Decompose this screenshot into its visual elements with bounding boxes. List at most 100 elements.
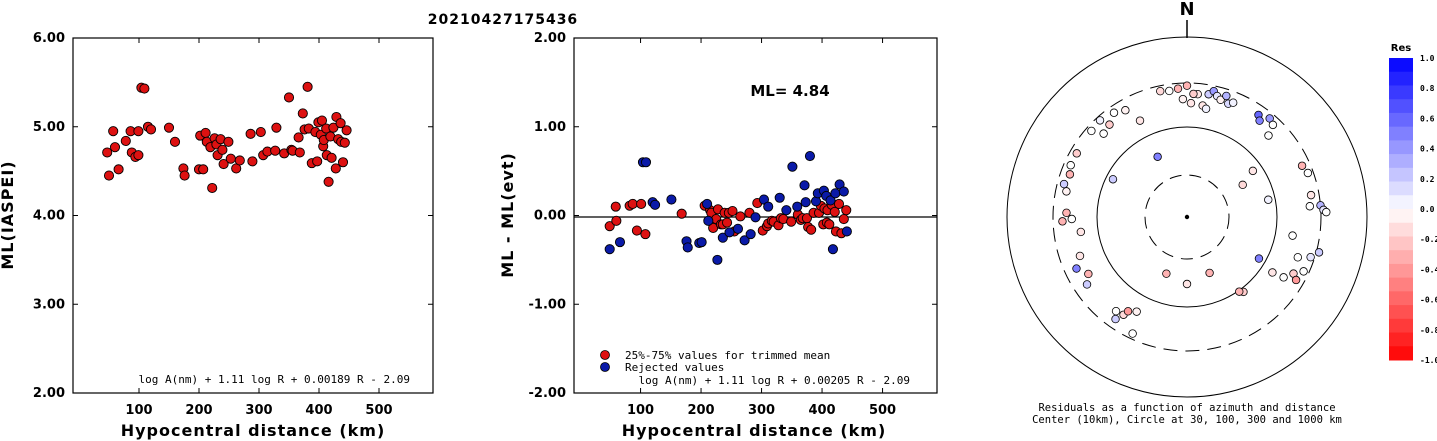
station-point xyxy=(1099,129,1108,138)
data-point xyxy=(604,221,615,232)
colorbar-swatch xyxy=(1389,181,1413,196)
station-point xyxy=(1305,202,1315,211)
x-tick-label: 300 xyxy=(245,403,272,418)
y-tick-label: 4.00 xyxy=(33,209,65,224)
data-point xyxy=(339,137,350,148)
y-tick-label: 0.00 xyxy=(534,209,566,224)
colorbar: Res 1.0 0.8 0.6 0.4 0.2 0.0 -0.2 -0.4 -0.6 -0.8 -1… xyxy=(1389,43,1437,365)
station-point xyxy=(1128,329,1137,338)
data-point xyxy=(113,164,124,175)
x-tick-label: 500 xyxy=(869,403,896,418)
x-tick-label: 400 xyxy=(305,403,332,418)
colorbar-tick-label: -0.4 xyxy=(1420,265,1437,274)
data-point xyxy=(335,118,346,129)
data-point xyxy=(293,132,304,143)
legend-marker-rejected xyxy=(600,362,610,372)
colorbar-tick-label: -0.6 xyxy=(1420,296,1437,305)
data-point xyxy=(825,195,836,206)
station-point xyxy=(1162,269,1171,278)
station-point xyxy=(1205,268,1214,278)
x-tick-label: 100 xyxy=(125,403,152,418)
data-point xyxy=(841,205,852,216)
data-point xyxy=(631,225,642,236)
y-tick-label: 1.00 xyxy=(534,120,566,135)
colorbar-swatch xyxy=(1389,277,1413,292)
ml-annotation: ML= 4.84 xyxy=(750,82,829,100)
data-point xyxy=(604,244,615,255)
station-point xyxy=(1297,161,1307,170)
data-point xyxy=(745,229,756,240)
station-point xyxy=(1288,231,1297,240)
x-axis-label: Hypocentral distance (km) xyxy=(121,421,386,440)
ring-100km xyxy=(1096,126,1278,308)
data-point xyxy=(838,213,849,225)
data-point xyxy=(739,235,750,246)
station-point xyxy=(1178,94,1188,104)
data-point xyxy=(676,208,687,219)
data-point xyxy=(145,124,157,135)
legend-label-trimmed: 25%-75% values for trimmed mean xyxy=(625,349,830,362)
data-point xyxy=(217,144,228,155)
colorbar-swatch xyxy=(1389,222,1413,237)
station-point xyxy=(1255,116,1264,125)
data-point xyxy=(294,147,305,158)
colorbar-swatch xyxy=(1389,140,1413,155)
caption-line-1: Residuals as a function of azimuth and d… xyxy=(1038,402,1335,414)
station-point xyxy=(1303,168,1313,178)
station-point xyxy=(1076,227,1086,237)
station-point xyxy=(1087,126,1096,136)
station-point xyxy=(1201,104,1211,113)
data-point xyxy=(636,198,647,210)
data-point xyxy=(108,126,119,137)
colorbar-swatch xyxy=(1389,236,1413,251)
x-tick-label: 200 xyxy=(185,403,212,418)
data-point xyxy=(283,92,295,103)
data-point xyxy=(786,216,797,227)
x-tick-marks: 100 200 300 400 500 xyxy=(125,38,393,418)
data-point xyxy=(223,136,234,147)
data-point xyxy=(792,201,803,212)
colorbar-swatch xyxy=(1389,332,1413,347)
y-tick-label: 2.00 xyxy=(33,386,65,401)
data-point xyxy=(703,215,714,226)
data-point xyxy=(316,115,328,126)
data-point xyxy=(640,229,651,240)
data-point xyxy=(139,83,150,94)
data-point xyxy=(179,170,190,181)
colorbar-swatches xyxy=(1389,58,1413,361)
data-point xyxy=(247,156,258,167)
station-point xyxy=(1066,161,1075,170)
data-point xyxy=(328,122,339,133)
data-point xyxy=(234,155,245,166)
station-point xyxy=(1058,217,1067,226)
data-point xyxy=(218,158,229,170)
colorbar-swatch xyxy=(1389,71,1413,86)
colorbar-tick-label: -1.0 xyxy=(1420,356,1437,365)
station-point xyxy=(1238,180,1247,190)
station-point xyxy=(1111,306,1121,316)
data-point xyxy=(341,125,352,136)
data-point xyxy=(806,224,817,235)
y-tick-label: 6.00 xyxy=(33,31,65,46)
colorbar-tick-label: 0.0 xyxy=(1420,205,1435,214)
data-point xyxy=(133,150,144,161)
station-point xyxy=(1072,264,1081,273)
data-point xyxy=(102,147,113,158)
data-point xyxy=(255,127,266,138)
data-point xyxy=(824,219,835,230)
station-point xyxy=(1186,98,1196,108)
y-tick-marks: 2.00 3.00 4.00 5.00 6.00 xyxy=(33,31,433,401)
colorbar-tick-label: 0.2 xyxy=(1420,175,1435,184)
x-tick-label: 300 xyxy=(748,403,775,418)
colorbar-swatch xyxy=(1389,167,1413,183)
colorbar-tick-label: 0.8 xyxy=(1420,84,1435,93)
station-point xyxy=(1121,106,1130,115)
station-point xyxy=(1264,195,1273,204)
station-point xyxy=(1182,81,1192,90)
data-point xyxy=(120,135,131,146)
data-point xyxy=(724,227,735,238)
data-point xyxy=(323,176,334,187)
station-point xyxy=(1156,86,1165,96)
data-point xyxy=(712,254,723,265)
